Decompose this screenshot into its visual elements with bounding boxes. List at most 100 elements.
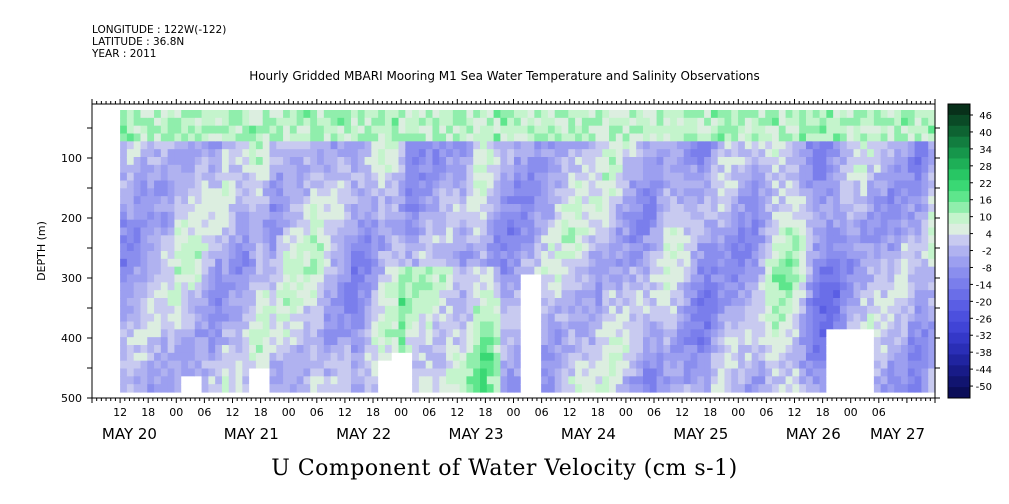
heatmap-cell [880,266,889,276]
heatmap-cell [194,125,203,135]
heatmap-cell [357,125,366,135]
heatmap-cell [880,227,889,236]
heatmap-cell [154,133,162,142]
heatmap-cell [568,125,576,135]
heatmap-cell [289,258,298,268]
heatmap-cell [520,282,529,291]
heatmap-cell [805,196,814,205]
heatmap-cell [826,219,834,229]
heatmap-cell [819,305,827,315]
heatmap-cell [778,117,787,127]
heatmap-cell [901,384,909,393]
heatmap-cell [710,211,719,221]
heatmap-cell [255,266,264,276]
heatmap-cell [602,345,610,354]
heatmap-cell [228,274,237,283]
heatmap-cell [826,282,834,291]
heatmap-cell [160,345,169,354]
heatmap-cell [167,360,176,370]
heatmap-cell [581,298,590,307]
heatmap-cell [792,305,800,315]
heatmap-cell [330,368,339,377]
heatmap-cell [704,266,712,276]
heatmap-cell [208,282,216,291]
heatmap-cell [493,360,501,370]
heatmap-cell [799,352,807,362]
heatmap-cell [541,125,549,135]
heatmap-cell [704,125,712,135]
heatmap-cell [249,211,257,221]
heatmap-cell [276,251,284,260]
heatmap-cell [527,290,535,299]
heatmap-cell [772,384,780,393]
heatmap-cell [772,368,780,377]
heatmap-cell [289,180,298,189]
heatmap-cell [500,211,508,221]
heatmap-cell [588,219,597,229]
heatmap-cell [880,251,889,260]
heatmap-cell [344,219,352,229]
heatmap-cell [188,290,196,299]
heatmap-cell [188,133,196,142]
heatmap-cell [826,384,834,393]
heatmap-cell [649,110,658,119]
heatmap-cell [317,282,325,291]
heatmap-cell [432,368,440,377]
heatmap-cell [221,196,230,205]
heatmap-cell [595,211,603,221]
heatmap-cell [364,305,372,315]
heatmap-cell [201,180,209,189]
heatmap-cell [303,258,311,268]
heatmap-cell [744,337,753,346]
heatmap-cell [310,266,318,276]
heatmap-cell [663,188,671,197]
heatmap-cell [588,352,597,362]
heatmap-cell [452,313,461,323]
heatmap-cell [364,211,372,221]
heatmap-cell [921,227,929,236]
heatmap-cell [744,305,753,315]
heatmap-cell [432,188,440,197]
heatmap-cell [126,368,135,377]
heatmap-cell [249,368,257,377]
heatmap-cell [208,243,216,252]
heatmap-cell [880,149,889,158]
heatmap-cell [466,110,474,119]
heatmap-cell [561,376,569,385]
heatmap-cell [378,227,386,236]
heatmap-cell [615,117,624,127]
heatmap-cell [452,266,461,276]
heatmap-cell [894,298,902,307]
heatmap-cell [350,321,359,330]
heatmap-cell [833,243,841,252]
heatmap-cell [534,282,542,291]
heatmap-cell [663,204,671,213]
heatmap-cell [344,164,352,174]
heatmap-cell [120,117,128,127]
heatmap-cell [147,125,155,135]
heatmap-cell [676,329,685,338]
heatmap-cell [398,251,406,260]
heatmap-cell [683,305,692,315]
heatmap-cell [609,251,617,260]
heatmap-cell [663,141,671,150]
heatmap-cell [907,274,916,283]
heatmap-cell [785,258,793,268]
heatmap-cell [520,274,529,283]
heatmap-cell [894,360,902,370]
heatmap-cell [595,141,603,150]
heatmap-cell [269,204,277,213]
heatmap-cell [513,204,522,213]
heatmap-cell [894,305,902,315]
heatmap-cell [792,243,800,252]
heatmap-cell [751,125,760,135]
heatmap-cell [493,180,501,189]
heatmap-cell [581,258,590,268]
heatmap-cell [317,290,325,299]
heatmap-cell [310,164,318,174]
heatmap-cell [527,298,535,307]
heatmap-cell [833,227,841,236]
heatmap-cell [690,352,698,362]
heatmap-cell [731,235,739,244]
heatmap-cell [249,376,257,385]
